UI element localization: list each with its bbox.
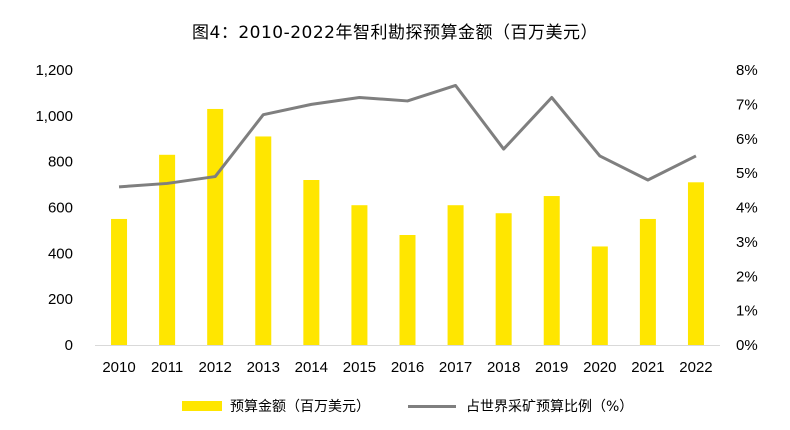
bar	[351, 205, 368, 345]
x-tick-label: 2022	[679, 359, 712, 376]
y-right-tick-label: 4%	[736, 200, 758, 217]
legend-label-bar: 预算金额（百万美元）	[230, 399, 370, 415]
y-right-tick-label: 1%	[736, 303, 758, 320]
bar	[159, 154, 176, 345]
chart-title: 图4：2010-2022年智利勘探预算金额（百万美元）	[192, 23, 598, 43]
x-tick-label: 2013	[247, 359, 280, 376]
y-left-tick-label: 400	[48, 245, 73, 262]
x-tick-label: 2014	[295, 359, 328, 376]
x-tick-label: 2020	[583, 359, 616, 376]
bar	[591, 246, 608, 345]
y-left-tick-label: 0	[65, 337, 73, 354]
y-right-tick-label: 7%	[736, 96, 758, 113]
legend-item-line: 占世界采矿预算比例（%）	[408, 394, 633, 418]
bar	[303, 180, 320, 345]
y-left-tick-label: 1,200	[35, 62, 73, 79]
y-left-tick-label: 800	[48, 154, 73, 171]
x-tick-label: 2019	[535, 359, 568, 376]
x-tick-label: 2010	[102, 359, 135, 376]
bar	[687, 182, 704, 345]
x-tick-label: 2011	[151, 359, 183, 376]
legend-swatch-line	[408, 404, 456, 408]
x-tick-label: 2015	[343, 359, 376, 376]
y-left-tick-label: 1,000	[35, 108, 73, 125]
legend: 预算金额（百万美元） 占世界采矿预算比例（%）	[0, 394, 790, 418]
bar	[543, 196, 560, 345]
y-right-tick-label: 8%	[736, 62, 758, 79]
y-left-tick-label: 600	[48, 200, 73, 217]
bar	[255, 136, 272, 345]
x-tick-label: 2018	[487, 359, 520, 376]
bar	[207, 108, 224, 345]
y-right-tick-label: 6%	[736, 131, 758, 148]
x-tick-label: 2021	[631, 359, 664, 376]
bar	[399, 235, 416, 345]
x-tick-label: 2016	[391, 359, 424, 376]
y-right-tick-label: 0%	[736, 337, 758, 354]
bar	[495, 213, 512, 345]
legend-item-bar: 预算金额（百万美元）	[182, 394, 370, 418]
x-tick-label: 2017	[439, 359, 472, 376]
y-right-tick-label: 2%	[736, 268, 758, 285]
y-right-tick-label: 3%	[736, 234, 758, 251]
bar	[447, 205, 464, 345]
x-tick-label: 2012	[199, 359, 232, 376]
legend-swatch-bar	[182, 401, 222, 411]
y-left-tick-label: 200	[48, 291, 73, 308]
y-right-tick-label: 5%	[736, 165, 758, 182]
bar	[639, 218, 656, 345]
legend-label-line: 占世界采矿预算比例（%）	[466, 399, 634, 415]
line-series	[118, 83, 697, 189]
bar	[111, 218, 128, 345]
